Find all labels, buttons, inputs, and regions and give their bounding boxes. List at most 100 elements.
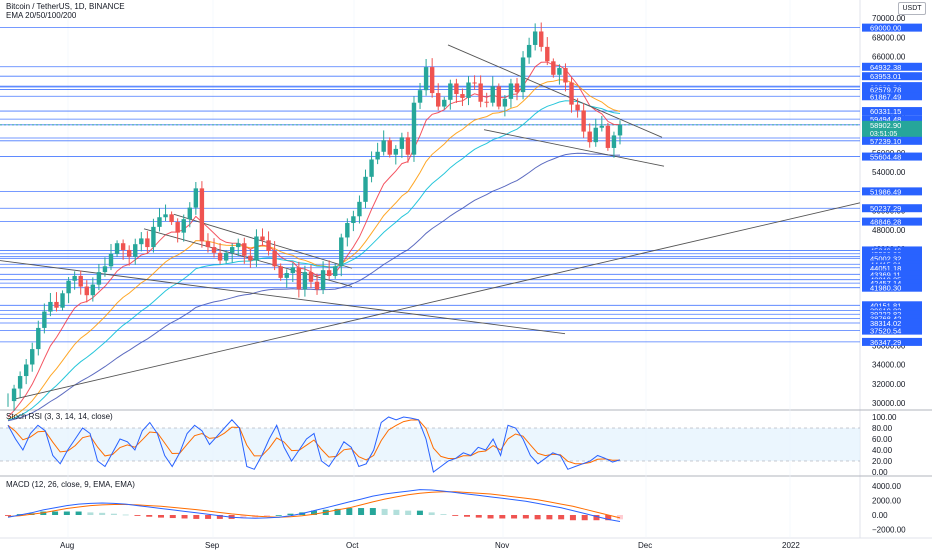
candle-body[interactable] bbox=[490, 86, 495, 103]
candle-body[interactable] bbox=[90, 284, 96, 296]
candle-body[interactable] bbox=[575, 104, 580, 111]
candle-body[interactable] bbox=[502, 98, 508, 107]
candle-body[interactable] bbox=[278, 266, 283, 278]
candle-body[interactable] bbox=[393, 148, 399, 155]
candle-body[interactable] bbox=[593, 127, 598, 143]
candle-body[interactable] bbox=[532, 31, 538, 45]
candle-body[interactable] bbox=[23, 364, 29, 377]
candle-body[interactable] bbox=[557, 68, 562, 75]
time-axis[interactable]: Aug Sep Oct Nov Dec 2022 bbox=[60, 538, 806, 550]
trend-lines[interactable] bbox=[0, 44, 861, 400]
candle-body[interactable] bbox=[284, 273, 289, 278]
candle-body[interactable] bbox=[545, 46, 550, 62]
candle-body[interactable] bbox=[145, 238, 150, 248]
candle-body[interactable] bbox=[454, 83, 459, 95]
candle-body[interactable] bbox=[472, 82, 477, 84]
candle-body[interactable] bbox=[66, 280, 71, 294]
candle-body[interactable] bbox=[260, 236, 265, 241]
candle-body[interactable] bbox=[30, 349, 35, 365]
candle-body[interactable] bbox=[133, 244, 138, 257]
candle-body[interactable] bbox=[36, 327, 41, 350]
candle-body[interactable] bbox=[587, 131, 592, 143]
candle-body[interactable] bbox=[563, 68, 568, 83]
candle-body[interactable] bbox=[581, 110, 586, 132]
candle-body[interactable] bbox=[326, 270, 332, 276]
candle-body[interactable] bbox=[448, 83, 453, 100]
candle-body[interactable] bbox=[236, 243, 241, 248]
candle-body[interactable] bbox=[169, 214, 174, 223]
candle-body[interactable] bbox=[205, 241, 211, 248]
candle-body[interactable] bbox=[126, 249, 132, 257]
candle-body[interactable] bbox=[108, 253, 114, 267]
candle-body[interactable] bbox=[369, 159, 374, 177]
candle-body[interactable] bbox=[333, 266, 338, 276]
candle-body[interactable] bbox=[496, 86, 502, 107]
candle-body[interactable] bbox=[11, 388, 17, 402]
candle-body[interactable] bbox=[411, 102, 417, 155]
candle-body[interactable] bbox=[17, 376, 23, 389]
long-trendline[interactable] bbox=[13, 202, 861, 400]
candle-body[interactable] bbox=[399, 137, 405, 149]
macd-pane[interactable]: 4000.00 2000.00 0.00 −2000.00 bbox=[5, 482, 906, 535]
candle-body[interactable] bbox=[60, 293, 65, 308]
candle-body[interactable] bbox=[296, 267, 302, 290]
stoch-rsi-pane[interactable]: 100.00 80.00 60.00 40.00 20.00 0.00 bbox=[0, 413, 897, 477]
candle-body[interactable] bbox=[599, 125, 605, 128]
candle-body[interactable] bbox=[514, 83, 520, 93]
price-axis[interactable]: 70000.0068000.0066000.0064000.0062000.00… bbox=[862, 14, 922, 408]
candle-body[interactable] bbox=[290, 267, 295, 274]
candle-body[interactable] bbox=[363, 176, 368, 202]
candle-body[interactable] bbox=[42, 311, 47, 328]
candle-body[interactable] bbox=[181, 219, 186, 233]
candle-body[interactable] bbox=[199, 188, 205, 242]
candle-body[interactable] bbox=[248, 255, 253, 261]
candle-body[interactable] bbox=[151, 226, 156, 248]
candle-body[interactable] bbox=[617, 124, 623, 136]
candle-body[interactable] bbox=[54, 301, 59, 308]
candlesticks[interactable] bbox=[7, 22, 623, 411]
candle-body[interactable] bbox=[254, 236, 259, 261]
candle-body[interactable] bbox=[508, 83, 514, 99]
candle-body[interactable] bbox=[484, 101, 489, 103]
candle-body[interactable] bbox=[478, 83, 483, 102]
candle-body[interactable] bbox=[217, 252, 223, 261]
candle-body[interactable] bbox=[308, 272, 314, 282]
candle-body[interactable] bbox=[84, 286, 89, 296]
candle-body[interactable] bbox=[187, 207, 192, 220]
wedge-lower-line[interactable] bbox=[483, 129, 665, 167]
candle-body[interactable] bbox=[314, 281, 320, 290]
channel-lower-line[interactable] bbox=[143, 228, 353, 287]
candle-body[interactable] bbox=[266, 240, 271, 251]
candle-body[interactable] bbox=[345, 223, 350, 238]
candle-body[interactable] bbox=[163, 214, 168, 218]
candle-body[interactable] bbox=[242, 243, 247, 256]
candle-body[interactable] bbox=[351, 216, 356, 224]
candle-body[interactable] bbox=[442, 99, 447, 107]
candle-body[interactable] bbox=[175, 222, 180, 233]
candle-body[interactable] bbox=[223, 252, 229, 261]
candle-body[interactable] bbox=[211, 247, 217, 253]
candle-body[interactable] bbox=[339, 237, 344, 267]
candle-body[interactable] bbox=[139, 238, 144, 245]
candle-body[interactable] bbox=[387, 140, 392, 155]
candle-body[interactable] bbox=[302, 272, 308, 290]
candle-body[interactable] bbox=[539, 31, 544, 47]
candle-body[interactable] bbox=[120, 243, 126, 250]
candle-body[interactable] bbox=[381, 140, 386, 152]
candle-body[interactable] bbox=[551, 61, 556, 75]
candle-body[interactable] bbox=[423, 67, 429, 91]
candle-body[interactable] bbox=[460, 94, 465, 98]
candle-body[interactable] bbox=[193, 188, 199, 208]
candle-body[interactable] bbox=[96, 272, 102, 285]
candle-body[interactable] bbox=[375, 151, 380, 160]
wedge-upper-line[interactable] bbox=[447, 44, 663, 138]
candle-body[interactable] bbox=[526, 44, 532, 58]
candle-body[interactable] bbox=[78, 275, 83, 287]
candle-body[interactable] bbox=[611, 135, 617, 148]
currency-button[interactable]: USDT bbox=[898, 2, 926, 15]
candle-body[interactable] bbox=[320, 270, 326, 290]
candle-body[interactable] bbox=[466, 82, 471, 98]
descending-trendline[interactable] bbox=[0, 260, 566, 335]
candle-body[interactable] bbox=[436, 93, 441, 107]
